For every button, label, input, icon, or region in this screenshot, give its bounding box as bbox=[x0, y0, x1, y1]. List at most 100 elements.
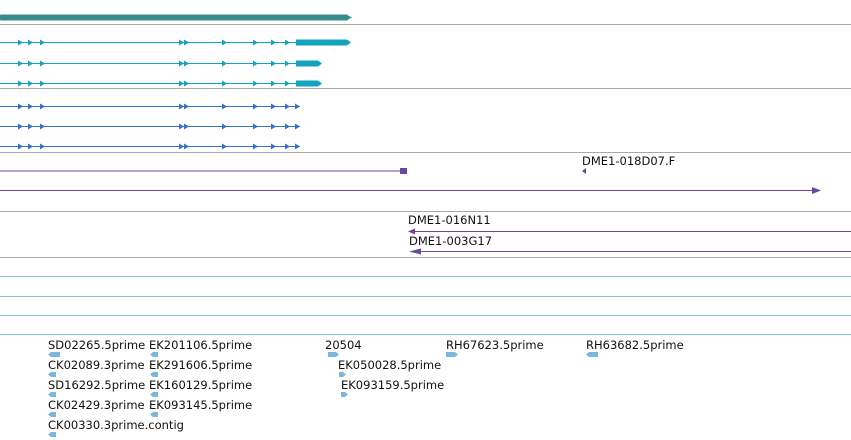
strand-arrow-icon bbox=[18, 143, 23, 150]
est-alignment-track: SD02265.5prime EK201106.5prime 20504 RH6… bbox=[48, 338, 684, 437]
clone-end-block-a[interactable] bbox=[400, 168, 407, 174]
empty-tracks bbox=[0, 257, 851, 335]
est-label-ek160129: EK160129.5prime bbox=[149, 378, 252, 392]
est-label-ck02089: CK02089.3prime bbox=[48, 358, 145, 372]
clone-start-arrow-icon-003g17[interactable] bbox=[409, 248, 421, 255]
clone-arrow-icon-018d07[interactable] bbox=[582, 168, 586, 174]
strand-arrow-icon bbox=[184, 143, 189, 150]
est-glyphs bbox=[48, 352, 598, 437]
strand-arrow-icon bbox=[40, 60, 45, 67]
est-label-20504: 20504 bbox=[325, 338, 362, 352]
strand-arrow-icon bbox=[271, 80, 276, 87]
strand-arrow-icon bbox=[253, 143, 258, 150]
est-glyph-rh67623[interactable] bbox=[446, 352, 458, 357]
strand-arrow-icon bbox=[271, 60, 276, 67]
strand-arrow-icon bbox=[253, 39, 258, 46]
strand-arrow-icon bbox=[222, 103, 227, 110]
strand-arrow-icon bbox=[179, 60, 184, 67]
est-glyph-ek050028[interactable] bbox=[339, 372, 346, 377]
transcript-cyan-1[interactable] bbox=[0, 39, 351, 46]
est-glyph-ek093159[interactable] bbox=[341, 392, 348, 397]
strand-arrow-icon bbox=[285, 39, 290, 46]
strand-arrow-icon bbox=[271, 103, 276, 110]
strand-arrow-icon bbox=[184, 123, 189, 130]
clone-track-b bbox=[0, 187, 821, 194]
clone-label-018d07: DME1-018D07.F bbox=[582, 154, 675, 168]
est-glyph-ek160129[interactable] bbox=[150, 392, 158, 397]
strand-arrow-icon bbox=[222, 143, 227, 150]
strand-arrow-icon bbox=[222, 80, 227, 87]
est-label-ek093145: EK093145.5prime bbox=[149, 398, 252, 412]
strand-arrow-icon bbox=[18, 123, 23, 130]
strand-arrow-icon bbox=[271, 123, 276, 130]
cds-block bbox=[296, 39, 347, 46]
strand-arrow-icon bbox=[253, 103, 258, 110]
strand-arrow-icon bbox=[271, 143, 276, 150]
est-label-ek093159: EK093159.5prime bbox=[341, 378, 444, 392]
cds-block bbox=[296, 80, 318, 87]
est-glyph-20504[interactable] bbox=[328, 352, 339, 357]
cds-end-arrow-icon bbox=[318, 60, 322, 67]
strand-arrow-icon bbox=[285, 60, 290, 67]
strand-arrow-icon bbox=[40, 80, 45, 87]
strand-arrow-icon bbox=[179, 143, 184, 150]
strand-arrow-icon bbox=[184, 80, 189, 87]
strand-arrow-icon bbox=[40, 103, 45, 110]
clone-start-arrow-icon-016n11[interactable] bbox=[408, 228, 415, 235]
strand-arrow-icon bbox=[28, 143, 33, 150]
strand-arrow-icon bbox=[28, 60, 33, 67]
transcript-cyan-2[interactable] bbox=[0, 60, 322, 67]
clone-end-arrow-icon-b[interactable] bbox=[812, 187, 821, 194]
transcript-cyan-3[interactable] bbox=[0, 80, 322, 87]
est-glyph-ek291606[interactable] bbox=[150, 372, 158, 377]
strand-arrow-icon bbox=[28, 103, 33, 110]
est-label-rh67623: RH67623.5prime bbox=[446, 338, 544, 352]
strand-arrow-icon bbox=[179, 103, 184, 110]
est-glyph-ck02429[interactable] bbox=[48, 412, 56, 417]
gene-model-arrow-icon bbox=[346, 14, 352, 21]
est-glyph-ck00330[interactable] bbox=[48, 432, 56, 437]
est-glyph-rh63682[interactable] bbox=[586, 352, 598, 357]
clone-track-c: DME1-016N11 DME1-003G17 bbox=[408, 213, 851, 255]
strand-arrow-icon bbox=[222, 123, 227, 130]
est-glyph-ek201106[interactable] bbox=[150, 352, 158, 357]
strand-arrow-icon bbox=[28, 39, 33, 46]
strand-arrow-icon bbox=[285, 143, 290, 150]
strand-arrow-icon bbox=[18, 60, 23, 67]
cds-block bbox=[296, 60, 318, 67]
strand-arrow-icon bbox=[40, 143, 45, 150]
strand-arrow-icon bbox=[295, 143, 300, 150]
transcripts-blue-track bbox=[0, 103, 300, 150]
transcript-blue-1[interactable] bbox=[0, 103, 300, 110]
strand-arrow-icon bbox=[18, 103, 23, 110]
clone-label-003g17: DME1-003G17 bbox=[409, 234, 492, 248]
strand-arrow-icon bbox=[295, 123, 300, 130]
strand-arrow-icon bbox=[179, 123, 184, 130]
est-glyph-sd02265[interactable] bbox=[48, 352, 60, 357]
strand-arrow-icon bbox=[28, 80, 33, 87]
strand-arrow-icon bbox=[179, 39, 184, 46]
est-label-sd02265: SD02265.5prime bbox=[48, 338, 145, 352]
clone-track-a: DME1-018D07.F bbox=[0, 154, 675, 174]
est-label-ek291606: EK291606.5prime bbox=[149, 358, 252, 372]
transcript-blue-3[interactable] bbox=[0, 143, 300, 150]
est-glyph-sd16292[interactable] bbox=[48, 392, 56, 397]
cds-end-arrow-icon bbox=[318, 80, 322, 87]
strand-arrow-icon bbox=[222, 39, 227, 46]
strand-arrow-icon bbox=[184, 39, 189, 46]
est-glyph-ck02089[interactable] bbox=[48, 372, 56, 377]
strand-arrow-icon bbox=[18, 39, 23, 46]
strand-arrow-icon bbox=[184, 60, 189, 67]
est-label-ck02429: CK02429.3prime bbox=[48, 398, 145, 412]
strand-arrow-icon bbox=[271, 39, 276, 46]
est-glyph-ek093145[interactable] bbox=[150, 412, 158, 417]
strand-arrow-icon bbox=[285, 123, 290, 130]
transcript-blue-2[interactable] bbox=[0, 123, 300, 130]
gene-model-bar[interactable] bbox=[0, 14, 348, 21]
strand-arrow-icon bbox=[222, 60, 227, 67]
cds-end-arrow-icon bbox=[347, 39, 351, 46]
strand-arrow-icon bbox=[285, 103, 290, 110]
est-label-ek201106: EK201106.5prime bbox=[149, 338, 252, 352]
est-label-rh63682: RH63682.5prime bbox=[586, 338, 684, 352]
